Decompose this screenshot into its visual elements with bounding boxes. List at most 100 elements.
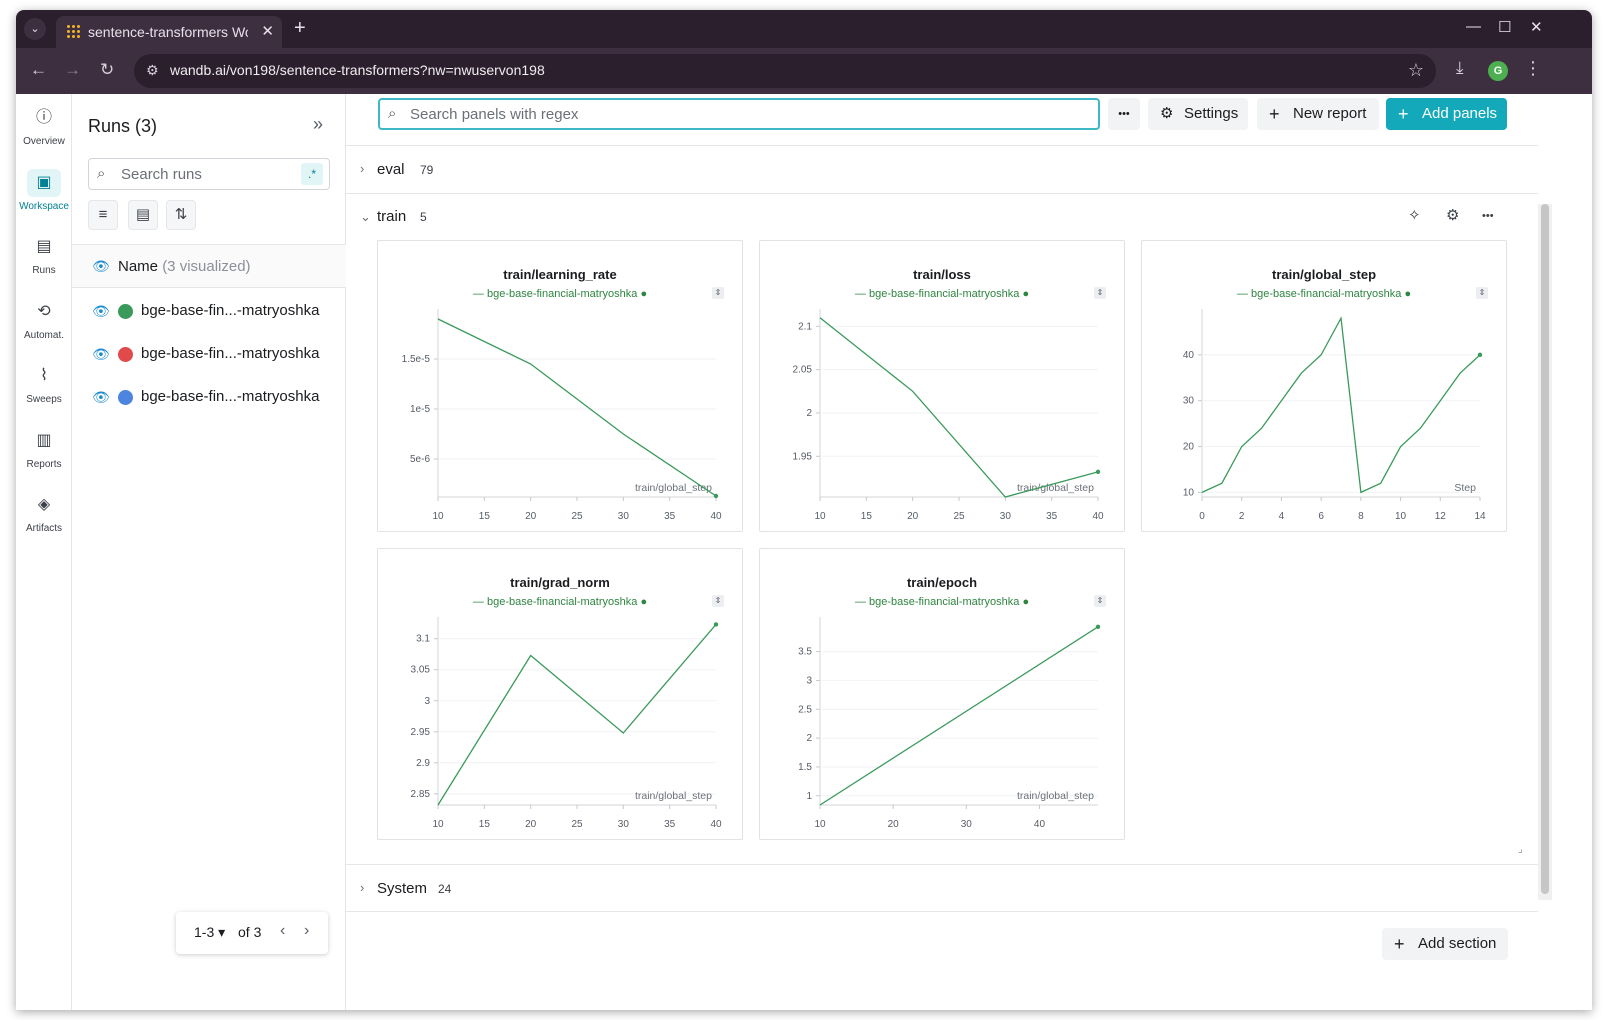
profile-avatar[interactable]: G xyxy=(1488,61,1508,81)
series-line[interactable] xyxy=(437,318,717,497)
url-field[interactable]: ⚙ wandb.ai/von198/sentence-transformers?… xyxy=(134,54,1436,88)
rail-item-reports[interactable]: ▥ Reports xyxy=(16,427,72,470)
regex-toggle-button[interactable]: .* xyxy=(301,163,323,185)
name-column-header[interactable]: Name (3 visualized) xyxy=(118,258,251,275)
next-page-icon[interactable]: › xyxy=(304,922,310,939)
section-name: eval xyxy=(377,161,405,178)
eye-icon[interactable]: 👁 xyxy=(92,389,110,405)
workspace-scrollbar[interactable] xyxy=(1538,204,1552,900)
x-tick-label: 20 xyxy=(525,511,537,522)
maximize-icon[interactable]: ☐ xyxy=(1498,19,1512,36)
legend-toggle-icon[interactable]: ⇕ xyxy=(1094,287,1106,299)
new-report-button[interactable]: + New report xyxy=(1257,98,1379,130)
rail-item-workspace[interactable]: ▣ Workspace xyxy=(16,169,72,212)
browser-menu-icon[interactable]: ⋮ xyxy=(1524,58,1542,78)
more-options-button[interactable]: ••• xyxy=(1108,98,1140,130)
rail-item-runs[interactable]: ▤ Runs xyxy=(16,233,72,276)
series-line[interactable] xyxy=(437,623,717,806)
legend-toggle-icon[interactable]: ⇕ xyxy=(1094,595,1106,607)
chart-panel[interactable]: train/learning_rate — bge-base-financial… xyxy=(377,240,743,532)
run-row[interactable]: 👁 bge-base-fin...-matryoshka xyxy=(72,290,346,333)
legend-label: bge-base-financial-matryoshka xyxy=(868,596,1020,608)
sparkle-icon[interactable]: ✧ xyxy=(1408,207,1421,224)
scrollbar-thumb[interactable] xyxy=(1541,204,1549,894)
run-color-swatch[interactable] xyxy=(118,347,133,362)
y-tick-label: 3.1 xyxy=(416,634,430,645)
chevron-right-icon[interactable]: › xyxy=(360,880,365,895)
series-end-point[interactable] xyxy=(1095,469,1101,475)
x-tick-label: 20 xyxy=(907,511,919,522)
section-count: 79 xyxy=(420,163,434,177)
run-color-swatch[interactable] xyxy=(118,304,133,319)
series-end-point[interactable] xyxy=(713,493,719,499)
gear-icon[interactable]: ⚙ xyxy=(1446,207,1460,224)
workspace-main: ⌕ Search panels with regex ••• ⚙ Setting… xyxy=(346,94,1592,1010)
forward-icon[interactable]: → xyxy=(64,60,81,79)
rail-item-sweeps[interactable]: ⌇ Sweeps xyxy=(16,362,72,405)
rail-item-automations[interactable]: ⟲ Automat. xyxy=(16,298,72,341)
sort-icon[interactable]: ⇅ xyxy=(166,200,196,230)
visibility-toggle-all-icon[interactable]: 👁 xyxy=(92,258,110,274)
resize-handle-icon[interactable]: ⌟ xyxy=(1518,844,1523,855)
legend-toggle-icon[interactable]: ⇕ xyxy=(1476,287,1488,299)
x-tick-label: 14 xyxy=(1474,511,1486,522)
site-settings-icon[interactable]: ⚙ xyxy=(146,62,159,78)
legend-label: bge-base-financial-matryoshka xyxy=(1250,288,1402,300)
series-line[interactable] xyxy=(1201,316,1481,494)
runs-search-input[interactable]: ⌕ Search runs .* xyxy=(88,158,330,190)
rail-item-artifacts[interactable]: ◈ Artifacts xyxy=(16,491,72,534)
run-name[interactable]: bge-base-fin...-matryoshka xyxy=(141,302,320,319)
reload-icon[interactable]: ↻ xyxy=(100,60,115,79)
columns-icon[interactable]: ▤ xyxy=(128,200,158,230)
run-row[interactable]: 👁 bge-base-fin...-matryoshka xyxy=(72,376,346,419)
back-icon[interactable]: ← xyxy=(30,60,47,79)
y-tick-label: 2.5 xyxy=(798,704,812,715)
run-color-swatch[interactable] xyxy=(118,390,133,405)
collapse-sidebar-icon[interactable]: » xyxy=(312,114,323,134)
legend-toggle-icon[interactable]: ⇕ xyxy=(712,287,724,299)
minimize-icon[interactable]: — xyxy=(1466,18,1481,35)
series-end-point[interactable] xyxy=(1095,624,1101,630)
more-icon[interactable]: ••• xyxy=(1482,210,1494,222)
y-tick-label: 1e-5 xyxy=(410,404,430,415)
settings-button[interactable]: ⚙ Settings xyxy=(1148,98,1248,130)
browser-tab[interactable]: sentence-transformers Workspace ✕ xyxy=(56,16,282,48)
download-icon[interactable]: ⤓ xyxy=(1456,58,1464,77)
section-eval[interactable]: › eval 79 xyxy=(346,146,1538,194)
prev-page-icon[interactable]: ‹ xyxy=(280,922,286,939)
add-section-button[interactable]: + Add section xyxy=(1382,928,1508,960)
filter-icon[interactable]: ≡ xyxy=(88,200,118,230)
panel-search-input[interactable]: ⌕ Search panels with regex xyxy=(378,98,1100,130)
window-close-icon[interactable]: ✕ xyxy=(1530,19,1543,36)
chart-panel[interactable]: train/epoch — bge-base-financial-matryos… xyxy=(759,548,1125,840)
page-size-select[interactable]: 1-3 ▾ xyxy=(194,924,226,940)
series-end-point[interactable] xyxy=(1477,352,1483,358)
series-line[interactable] xyxy=(819,317,1099,498)
section-system[interactable]: › System 24 xyxy=(346,864,1538,912)
rail-label: Overview xyxy=(23,136,65,147)
chart-panel[interactable]: train/grad_norm — bge-base-financial-mat… xyxy=(377,548,743,840)
eye-icon[interactable]: 👁 xyxy=(92,346,110,362)
legend-label: bge-base-financial-matryoshka xyxy=(486,596,638,608)
run-name[interactable]: bge-base-fin...-matryoshka xyxy=(141,388,320,405)
visualized-count: (3 visualized) xyxy=(162,258,251,275)
tab-close-icon[interactable]: ✕ xyxy=(261,23,274,40)
eye-icon[interactable]: 👁 xyxy=(92,303,110,319)
add-panels-button[interactable]: + Add panels xyxy=(1386,98,1507,130)
new-tab-icon[interactable]: + xyxy=(294,17,306,39)
series-end-point[interactable] xyxy=(713,622,719,627)
page-range-label: 1-3 xyxy=(194,924,215,940)
chart-panel[interactable]: train/global_step — bge-base-financial-m… xyxy=(1141,240,1507,532)
chart-panel[interactable]: train/loss — bge-base-financial-matryosh… xyxy=(759,240,1125,532)
series-line[interactable] xyxy=(819,626,1099,806)
chevron-down-icon[interactable]: ⌄ xyxy=(360,209,371,224)
run-name[interactable]: bge-base-fin...-matryoshka xyxy=(141,345,320,362)
tab-search-button[interactable]: ⌄ xyxy=(24,18,46,40)
section-name[interactable]: train xyxy=(377,208,407,225)
bookmark-star-icon[interactable]: ☆ xyxy=(1407,60,1424,80)
run-row[interactable]: 👁 bge-base-fin...-matryoshka xyxy=(72,333,346,376)
chart-title: train/learning_rate xyxy=(503,267,617,282)
legend-toggle-icon[interactable]: ⇕ xyxy=(712,595,724,607)
rail-item-overview[interactable]: ⓘ Overview xyxy=(16,104,72,147)
chevron-right-icon[interactable]: › xyxy=(360,161,365,176)
